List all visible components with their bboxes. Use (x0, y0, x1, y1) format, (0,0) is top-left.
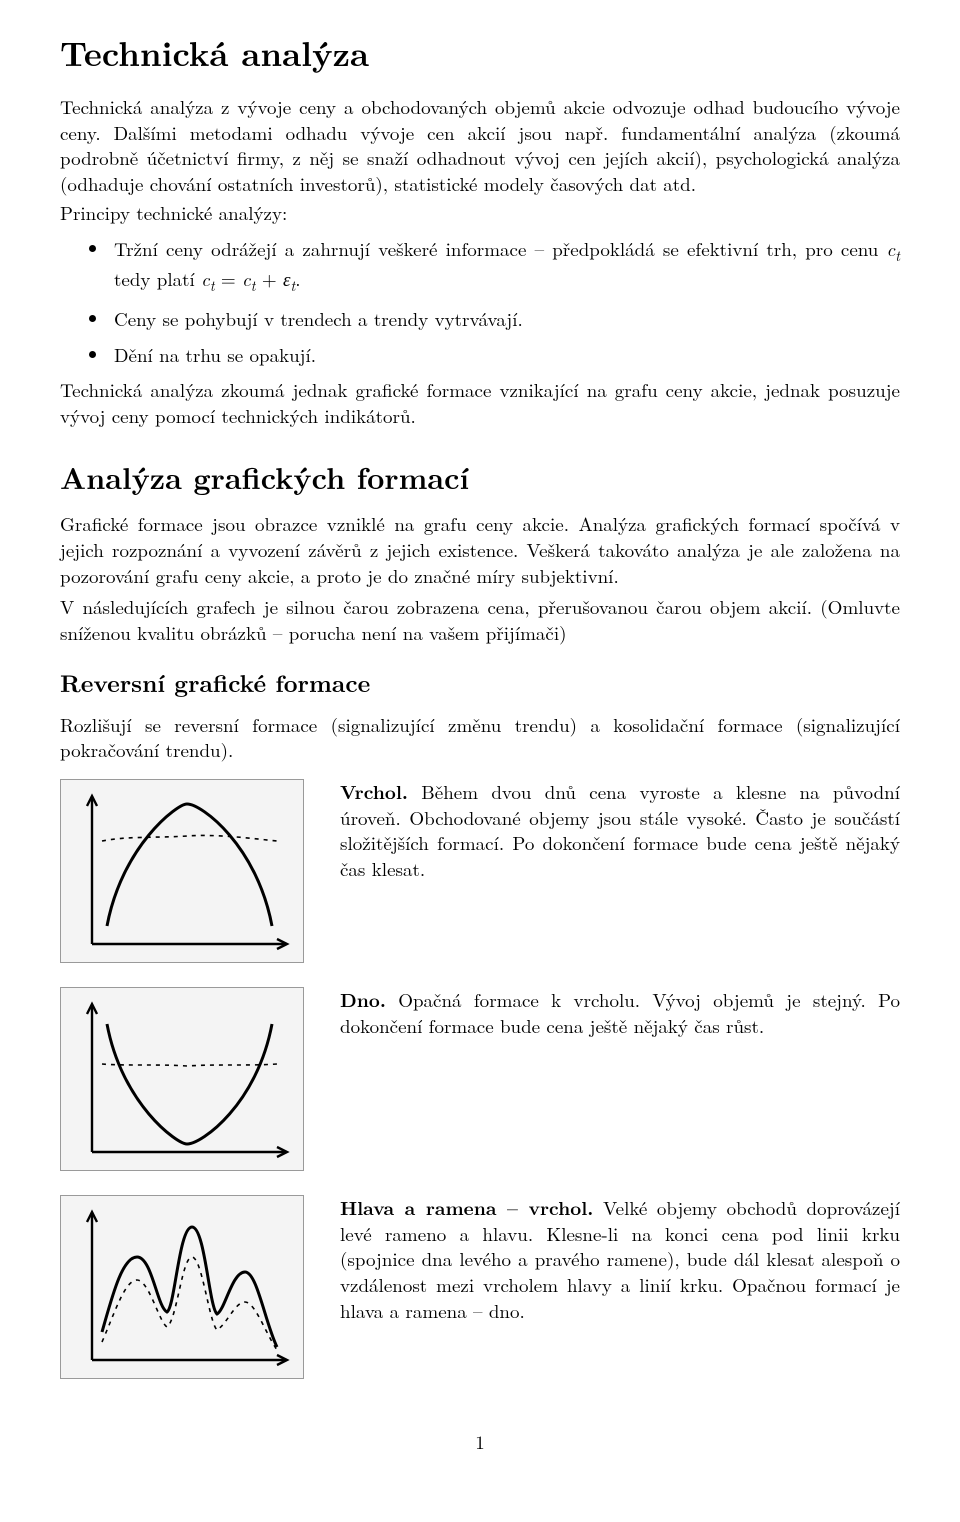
formation-lead: Dno. (340, 985, 386, 1013)
eq-eq: = (215, 265, 242, 292)
page-number: 1 (60, 1429, 900, 1455)
principle-1-pre: Tržní ceny odrážejí a zahrnují veškeré i… (114, 235, 887, 262)
formation-text: Hlava a ramena – vrchol. Velké objemy ob… (340, 1195, 900, 1323)
formation-lead: Vrchol. (340, 777, 408, 805)
page-container: Technická analýza Technická analýza z vý… (0, 0, 960, 1495)
section-graficke-formace-title: Analýza grafických formací (60, 457, 900, 498)
price-line (102, 1227, 277, 1347)
intro-paragraph-1: Technická analýza z vývoje ceny a obchod… (60, 94, 900, 197)
formation-figure (60, 987, 304, 1171)
price-line (107, 1024, 272, 1144)
formation-body: Opačná formace k vrcholu. Vývoj objemů j… (340, 986, 900, 1039)
price-line (107, 804, 272, 926)
eq-var-c1: c (887, 235, 896, 262)
eq-plus: + (256, 265, 283, 292)
volume-line (102, 836, 277, 842)
page-title: Technická analýza (60, 30, 900, 76)
formation-row: Hlava a ramena – vrchol. Velké objemy ob… (60, 1195, 900, 1379)
eq-dot: . (295, 265, 300, 292)
intro-text-1: Technická analýza z vývoje ceny a obchod… (60, 93, 900, 197)
subsection-reversni-title: Reversní grafické formace (60, 667, 900, 699)
section2-paragraph-2: V následujících grafech je silnou čarou … (60, 594, 900, 645)
formation-row: Dno. Opačná formace k vrcholu. Vývoj obj… (60, 987, 900, 1171)
eq-var-c3: c (242, 265, 251, 292)
formations-container: Vrchol. Během dvou dnů cena vyroste a kl… (60, 779, 900, 1379)
formation-lead: Hlava a ramena – vrchol. (340, 1193, 593, 1221)
eq-var-c2: c (201, 265, 210, 292)
formation-text: Dno. Opačná formace k vrcholu. Vývoj obj… (340, 987, 900, 1038)
volume-line (102, 1257, 277, 1350)
volume-line (102, 1064, 277, 1066)
formation-body: Během dvou dnů cena vyroste a klesne na … (340, 778, 900, 882)
principle-item-2: Ceny se pohybují v trendech a trendy vyt… (110, 306, 900, 332)
eq-sub-1: t (895, 246, 900, 266)
formation-row: Vrchol. Během dvou dnů cena vyroste a kl… (60, 779, 900, 963)
principles-list: Tržní ceny odrážejí a zahrnují veškeré i… (60, 236, 900, 367)
principle-item-1: Tržní ceny odrážejí a zahrnují veškeré i… (110, 236, 900, 296)
formation-figure (60, 1195, 304, 1379)
formation-text: Vrchol. Během dvou dnů cena vyroste a kl… (340, 779, 900, 882)
formation-figure (60, 779, 304, 963)
principles-lead: Principy technické analýzy: (60, 200, 900, 226)
section2-paragraph-1: Grafické formace jsou obrazce vzniklé na… (60, 511, 900, 588)
principle-1-mid: tedy platí (114, 265, 201, 292)
subsection-intro: Rozlišují se reversní formace (signalizu… (60, 712, 900, 763)
principle-item-3: Dění na trhu se opakují. (110, 342, 900, 368)
intro-paragraph-2: Technická analýza zkoumá jednak grafické… (60, 377, 900, 428)
